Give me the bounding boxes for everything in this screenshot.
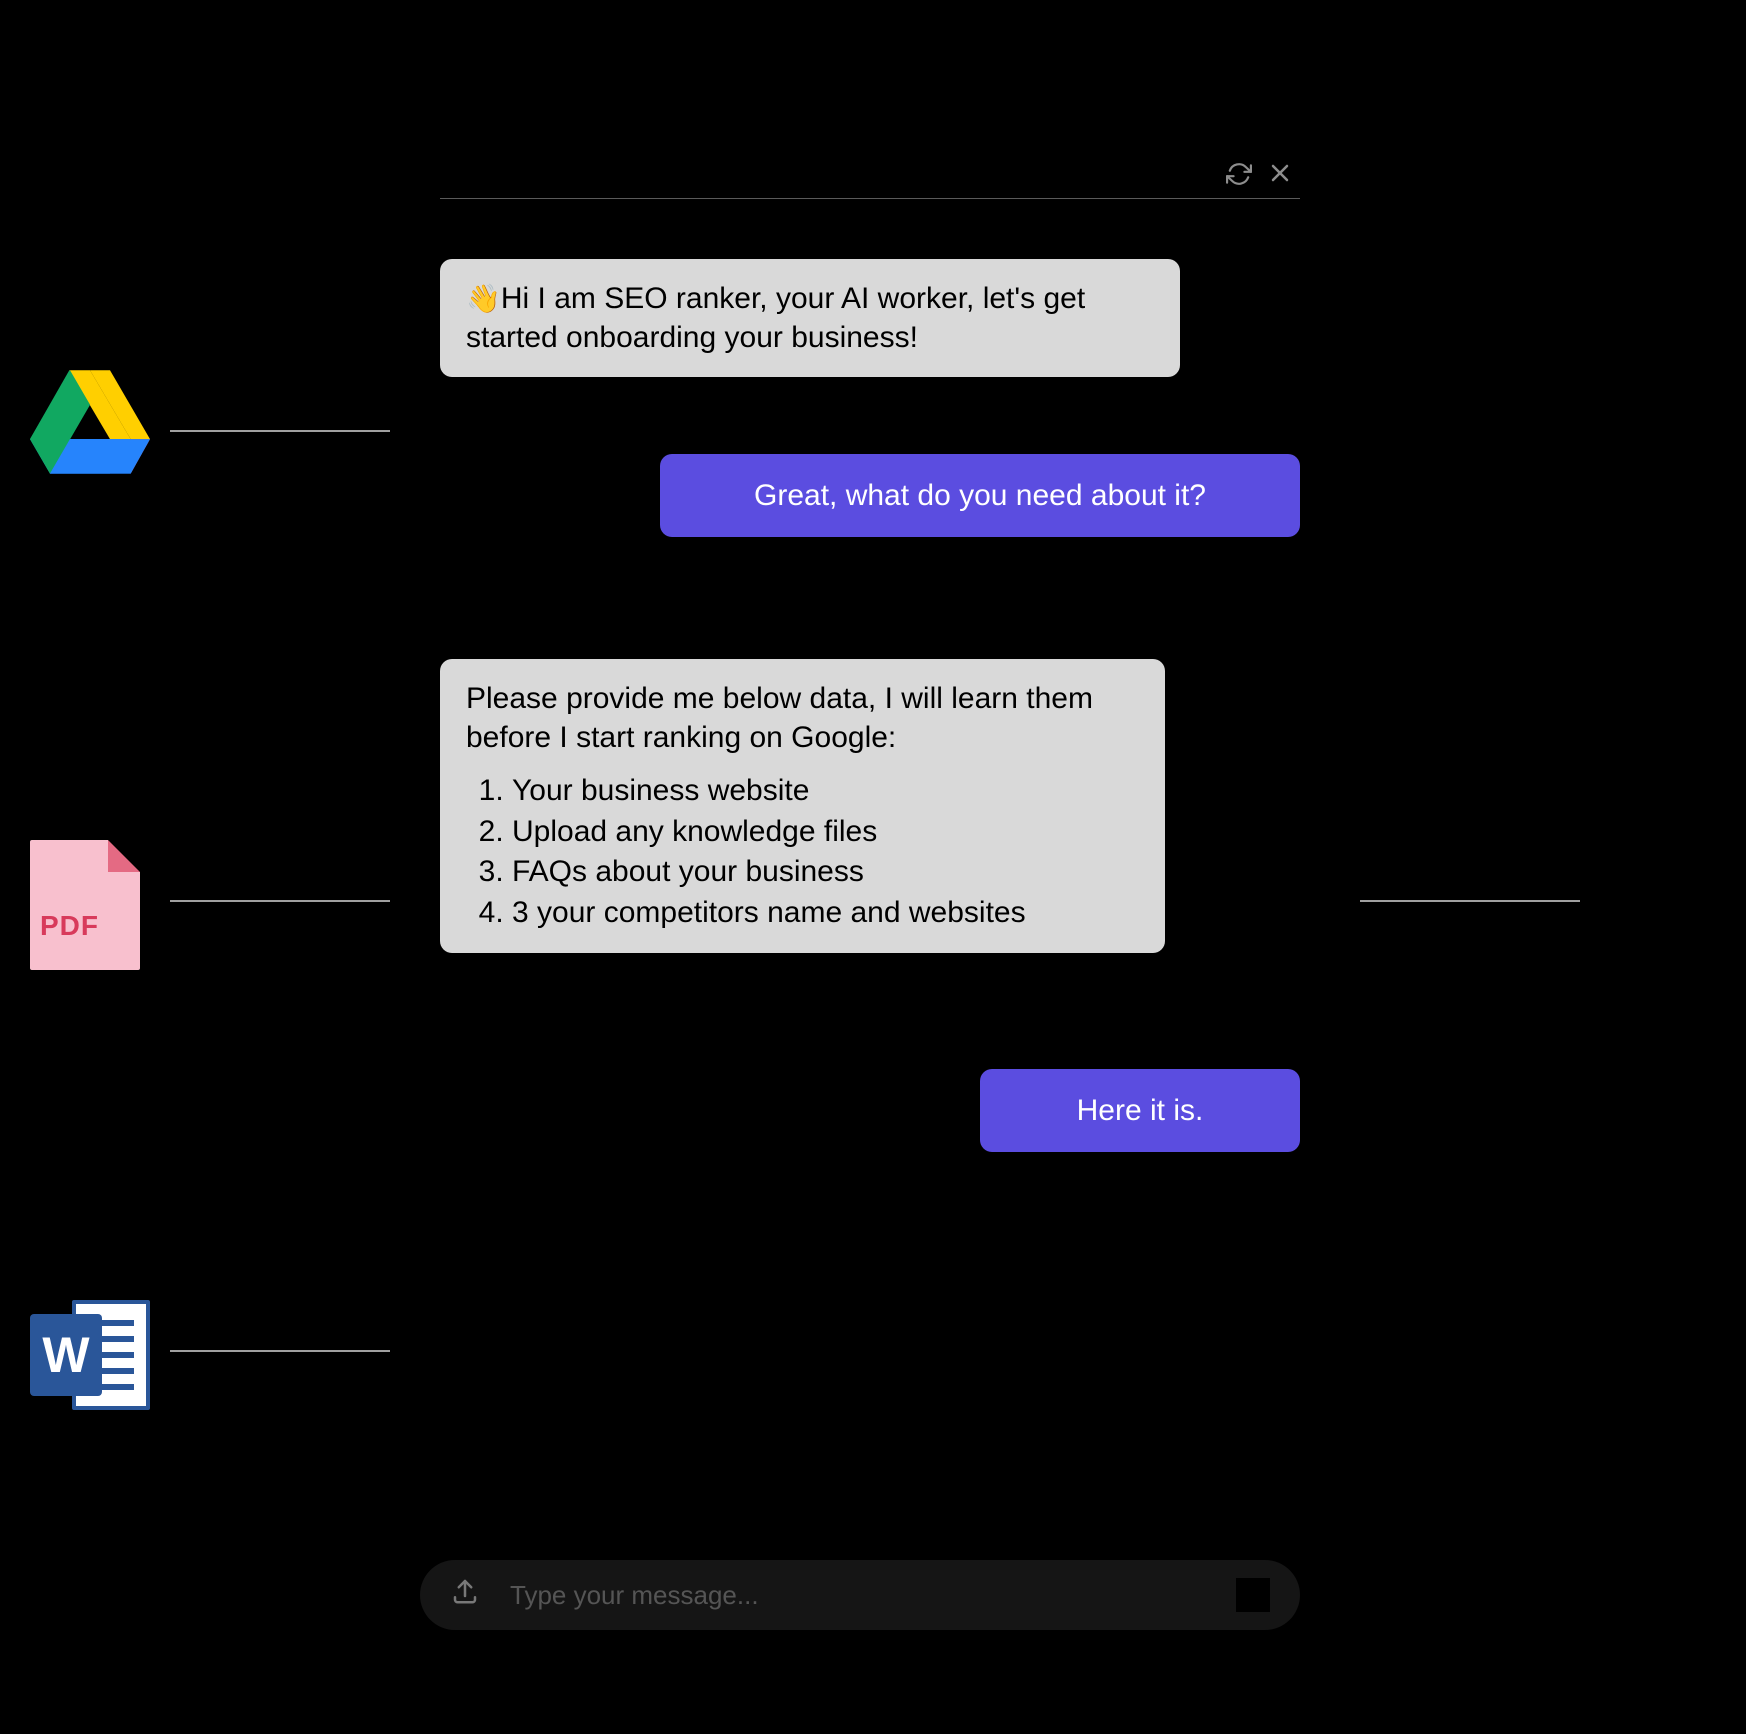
refresh-icon[interactable] [1226, 161, 1252, 191]
user-message-1: Great, what do you need about it? [660, 454, 1300, 537]
list-item: Your business website [512, 771, 1139, 812]
word-file-icon: W [30, 1300, 150, 1420]
connector-line [170, 900, 390, 902]
list-item: Upload any knowledge files [512, 812, 1139, 853]
connector-line [170, 430, 390, 432]
upload-icon[interactable] [450, 1576, 480, 1615]
bot-request-list: Your business website Upload any knowled… [466, 771, 1139, 933]
user-message-text: Here it is. [1077, 1094, 1204, 1127]
bot-message-text: Hi I am SEO ranker, your AI worker, let'… [466, 282, 1085, 354]
bot-message-request: Please provide me below data, I will lea… [440, 659, 1165, 953]
wave-emoji-icon: 👋 [466, 283, 501, 314]
chat-input[interactable] [510, 1580, 1236, 1611]
chat-window: 👋Hi I am SEO ranker, your AI worker, let… [440, 155, 1300, 1549]
chat-input-bar [420, 1560, 1300, 1630]
user-message-2: Here it is. [980, 1069, 1300, 1152]
bot-message-welcome: 👋Hi I am SEO ranker, your AI worker, let… [440, 259, 1180, 377]
pdf-file-icon: PDF [30, 840, 150, 960]
connector-line [170, 1350, 390, 1352]
user-message-text: Great, what do you need about it? [754, 479, 1206, 512]
bot-message-intro: Please provide me below data, I will lea… [466, 679, 1139, 757]
send-icon[interactable] [1236, 1578, 1270, 1612]
word-letter: W [30, 1314, 102, 1396]
close-icon[interactable] [1268, 161, 1292, 189]
google-drive-icon [30, 370, 150, 490]
connector-line [1360, 900, 1580, 902]
chat-header [440, 155, 1300, 199]
pdf-label: PDF [40, 910, 99, 942]
list-item: FAQs about your business [512, 852, 1139, 893]
chat-body: 👋Hi I am SEO ranker, your AI worker, let… [440, 199, 1300, 1549]
list-item: 3 your competitors name and websites [512, 893, 1139, 934]
